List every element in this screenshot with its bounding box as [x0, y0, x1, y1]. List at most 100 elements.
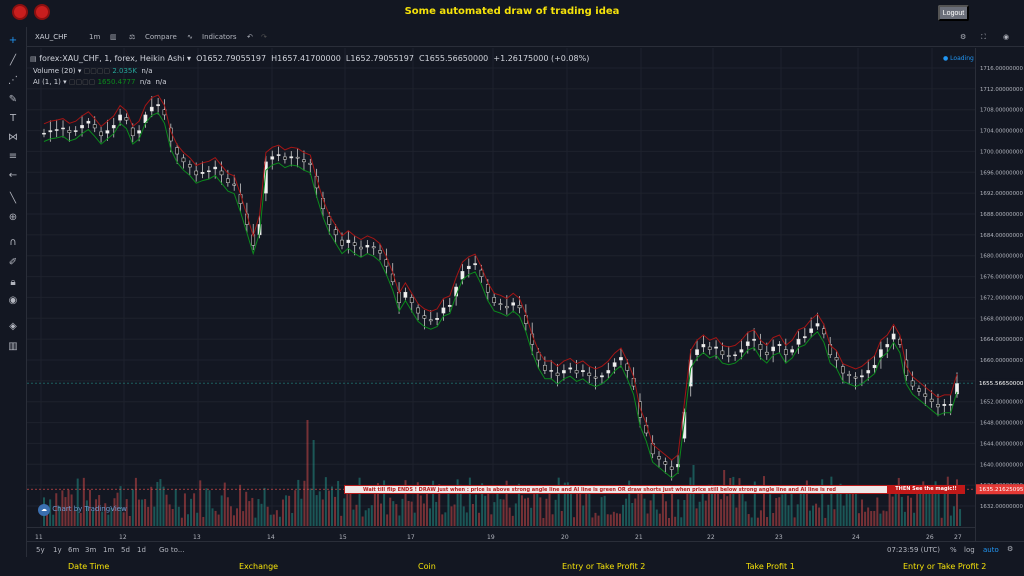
trash-icon[interactable]: ▥ — [8, 341, 18, 352]
pattern-icon[interactable]: ⋈ — [8, 132, 18, 143]
range-6m[interactable]: 6m — [68, 546, 80, 554]
tradingview-watermark[interactable]: ☁ Chart by TradingView — [38, 504, 127, 516]
range-1d[interactable]: 1d — [137, 546, 146, 554]
candle-body — [73, 130, 78, 132]
candle-body — [917, 388, 921, 392]
volume-bar — [686, 485, 689, 526]
volume-bar — [680, 517, 683, 526]
candle-body — [289, 156, 294, 159]
brush-icon[interactable]: ✎ — [8, 94, 18, 105]
volume-bar — [913, 512, 916, 526]
drawing-toolbar: + ╱ ⋰ ✎ T ⋈ ≡ ← ╲ ⊕ ∩ ✐ 🔒︎ ◉ ◈ ▥ — [0, 27, 27, 557]
range-5d[interactable]: 5d — [121, 546, 130, 554]
volume-bar — [367, 508, 370, 526]
volume-bar — [533, 494, 536, 526]
indicators-button[interactable]: Indicators — [202, 33, 237, 41]
volume-bar — [897, 477, 900, 526]
volume-bar — [327, 490, 330, 526]
price-axis[interactable]: 1716.00000000 1712.00000000 1708.00000000 1… — [975, 48, 1024, 541]
range-1y[interactable]: 1y — [53, 546, 62, 554]
text-icon[interactable]: T — [9, 113, 17, 124]
range-1m[interactable]: 1m — [103, 546, 115, 554]
candle-body — [581, 370, 585, 372]
volume-bar — [625, 498, 628, 526]
ai-label[interactable]: AI (1, 1) — [33, 78, 61, 86]
candle-body — [606, 370, 611, 374]
volume-bar — [683, 499, 686, 526]
volume-bar — [272, 514, 275, 526]
camera-icon[interactable]: ◉ — [1003, 33, 1010, 41]
gear-icon[interactable]: ⚙ — [960, 33, 967, 41]
interval-button[interactable]: 1m — [89, 33, 101, 41]
symbol-search[interactable]: XAU_CHF — [35, 33, 68, 41]
price-tick-label: 1668.00000000 — [980, 316, 1023, 322]
volume-bar — [579, 491, 582, 526]
compare-icon[interactable]: ⚖ — [129, 33, 136, 41]
layers-icon[interactable]: ◈ — [9, 321, 17, 332]
chevron-down-icon[interactable]: ▾ — [187, 54, 192, 63]
log-toggle[interactable]: log — [964, 546, 975, 554]
fullscreen-icon[interactable]: ⛶ — [981, 33, 986, 41]
arrow-left-icon[interactable]: ← — [8, 170, 18, 181]
indicator-controls-icon[interactable]: ▢▢▢▢ — [68, 78, 96, 86]
candle-body — [314, 175, 319, 189]
candle-body — [42, 132, 46, 135]
candle-body — [92, 124, 97, 129]
chart-canvas[interactable] — [27, 48, 975, 541]
undo-icon[interactable]: ↶ — [247, 33, 253, 41]
volume-bar — [180, 517, 183, 526]
ai-value: 1650.4777 — [97, 78, 136, 86]
goto-button[interactable]: Go to... — [159, 546, 185, 554]
ruler-icon[interactable]: ╲ — [9, 193, 17, 204]
pitchfork-icon[interactable]: ⋰ — [8, 75, 18, 86]
time-tick-label: 13 — [193, 534, 201, 541]
volume-bar — [116, 492, 119, 526]
price-chart[interactable] — [27, 48, 975, 527]
time-axis[interactable]: 11 12 13 14 15 17 19 20 21 22 23 24 26 27 — [27, 527, 975, 541]
candle-body — [422, 315, 427, 319]
magnet-icon[interactable]: ∩ — [9, 237, 17, 248]
volume-bar — [934, 481, 937, 526]
ai-na-1: n/a — [139, 78, 151, 86]
candle-body — [809, 328, 814, 333]
trend-line-icon[interactable]: ╱ — [9, 55, 17, 66]
volume-bar — [790, 490, 793, 526]
logout-button[interactable]: Logout — [938, 5, 969, 21]
indicator-controls-icon[interactable]: ▢▢▢▢ — [83, 67, 111, 75]
percent-toggle[interactable]: % — [950, 546, 957, 554]
candle-body — [879, 349, 883, 358]
volume-bar — [380, 503, 383, 526]
settings-icon[interactable]: ⚙ — [1007, 545, 1014, 553]
volume-bar — [419, 495, 422, 526]
volume-bar — [101, 511, 104, 526]
crosshair-icon[interactable]: + — [8, 35, 18, 46]
strong-angle-line — [43, 94, 958, 461]
eye-icon[interactable]: ◉ — [8, 295, 18, 306]
lock-icon[interactable]: 🔒︎ — [10, 277, 16, 288]
range-5y[interactable]: 5y — [36, 546, 45, 554]
candle-body — [688, 359, 693, 387]
volume-bar — [49, 499, 52, 526]
volume-label[interactable]: Volume (20) — [33, 67, 76, 75]
clock-text[interactable]: 07:23:59 (UTC) — [887, 546, 941, 554]
candle-body — [365, 245, 370, 248]
volume-bar — [888, 493, 891, 526]
compare-button[interactable]: Compare — [145, 33, 177, 41]
volume-bar — [508, 507, 511, 526]
redo-icon[interactable]: ↷ — [261, 33, 267, 41]
pencil-lock-icon[interactable]: ✐ — [8, 257, 18, 268]
legend-symbol[interactable]: forex:XAU_CHF, 1, forex, Heikin Ashi — [39, 54, 185, 63]
volume-bar — [435, 501, 438, 526]
chart-style-icon[interactable]: ▥ — [110, 33, 117, 41]
range-3m[interactable]: 3m — [85, 546, 97, 554]
volume-bar — [738, 478, 741, 526]
zoom-icon[interactable]: ⊕ — [8, 212, 18, 223]
candle-body — [885, 344, 890, 348]
volume-bar — [46, 513, 49, 526]
volume-bar — [750, 517, 753, 526]
auto-toggle[interactable]: auto — [983, 546, 999, 554]
volume-bar — [312, 440, 315, 526]
candle-body — [384, 259, 389, 267]
fib-icon[interactable]: ≡ — [8, 151, 18, 162]
indicators-icon[interactable]: ∿ — [187, 33, 193, 41]
